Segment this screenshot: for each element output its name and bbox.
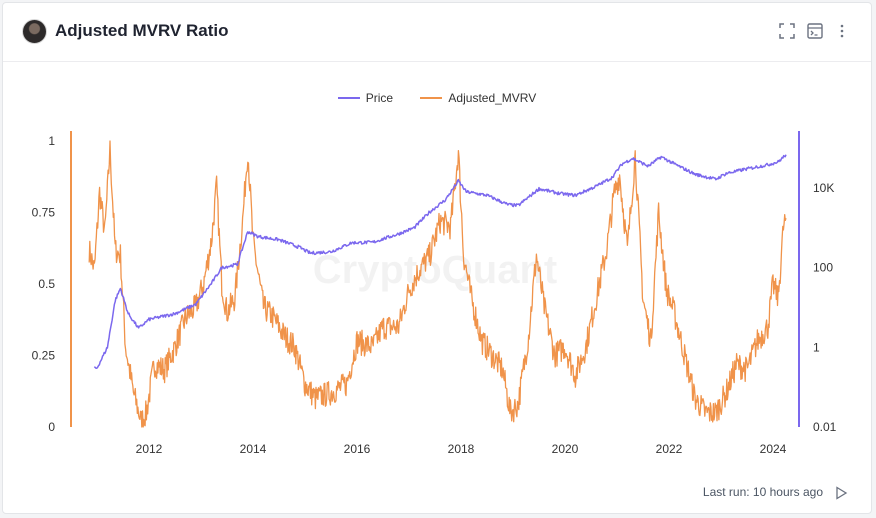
chart-legend: Price Adjusted_MVRV	[3, 91, 871, 105]
last-run-text: Last run: 10 hours ago	[702, 485, 823, 499]
x-tick-label: 2020	[552, 442, 579, 456]
legend-label-mvrv: Adjusted_MVRV	[448, 91, 537, 105]
y-left-tick-label: 0.75	[32, 206, 56, 220]
x-tick-label: 2012	[136, 442, 163, 456]
legend-label-price: Price	[365, 91, 394, 105]
legend-swatch-mvrv	[420, 96, 443, 99]
y-left-tick-label: 0.5	[38, 277, 55, 291]
series-line-adjusted-mvrv	[88, 140, 787, 428]
x-tick-label: 2016	[344, 442, 371, 456]
y-left-tick-label: 1	[48, 134, 55, 148]
console-icon[interactable]	[805, 21, 825, 41]
y-left-tick-label: 0	[48, 420, 55, 434]
legend-item-price[interactable]: Price	[337, 91, 394, 105]
y-right-tick-label: 10K	[813, 181, 834, 195]
play-icon[interactable]	[833, 485, 849, 501]
legend-swatch-price	[337, 96, 360, 99]
x-tick-label: 2024	[760, 442, 787, 456]
chart-plot: CryptoQuant 0 0.25 0.5 0.75 1 0.01 1 100 10K 2012 2…	[32, 131, 837, 456]
y-left-tick-label: 0.25	[32, 349, 56, 363]
x-tick-label: 2018	[448, 442, 475, 456]
fullscreen-icon[interactable]	[777, 21, 797, 41]
more-vertical-icon[interactable]	[832, 21, 852, 41]
x-tick-label: 2014	[240, 442, 267, 456]
y-right-tick-label: 0.01	[813, 420, 837, 434]
legend-item-mvrv[interactable]: Adjusted_MVRV	[420, 91, 536, 105]
card-header: Adjusted MVRV Ratio	[3, 3, 871, 62]
series-line-price	[93, 154, 787, 370]
watermark: CryptoQuant	[313, 248, 557, 292]
avatar[interactable]	[22, 19, 47, 44]
y-right-tick-label: 1	[813, 340, 820, 354]
page-title: Adjusted MVRV Ratio	[55, 21, 229, 40]
x-tick-label: 2022	[656, 442, 683, 456]
y-right-tick-label: 100	[813, 261, 833, 275]
